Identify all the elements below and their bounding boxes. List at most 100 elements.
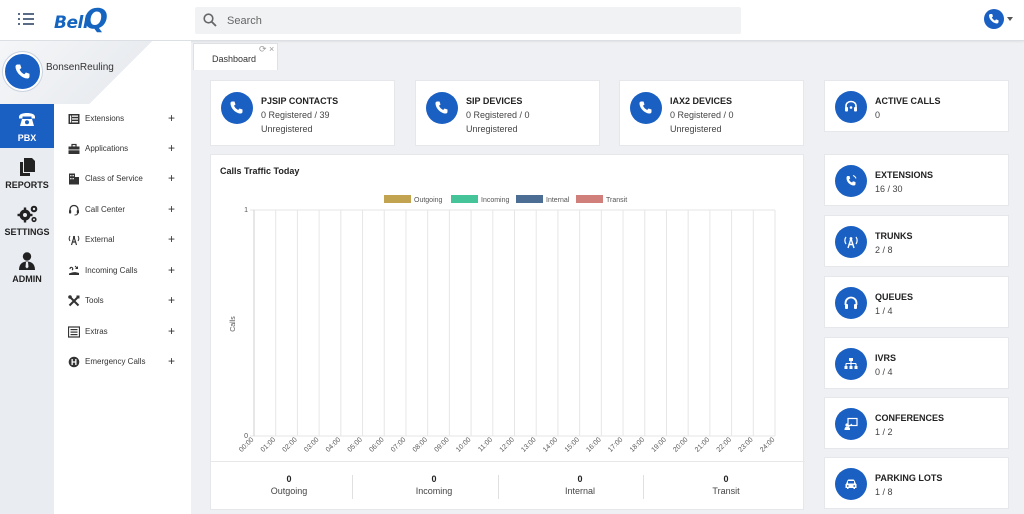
menu-item-label: External: [85, 235, 115, 244]
table-icon: [68, 114, 80, 124]
close-icon[interactable]: ×: [269, 44, 275, 54]
card-registered: 0 Registered / 0: [670, 110, 734, 120]
menu-toggle-icon[interactable]: [18, 12, 34, 26]
emergency-icon: [68, 356, 80, 368]
rail-item-settings[interactable]: SETTINGS: [0, 198, 54, 242]
legend-item-incoming[interactable]: Incoming: [451, 195, 510, 204]
card-title: IVRS: [875, 353, 897, 363]
legend-item-internal[interactable]: Internal: [516, 195, 570, 204]
card-title: PARKING LOTS: [875, 473, 943, 483]
card-registered: 0 Registered / 39: [261, 110, 330, 120]
card-conferences[interactable]: CONFERENCES 1 / 2: [824, 397, 1009, 449]
menu-item-label: Incoming Calls: [85, 266, 138, 275]
expand-plus-icon[interactable]: +: [168, 111, 176, 125]
card-title: TRUNKS: [875, 231, 913, 241]
card-title: QUEUES: [875, 292, 914, 302]
x-tick-label: 18:00: [629, 436, 646, 453]
menu-item-extras[interactable]: Extras +: [54, 317, 191, 347]
legend-label: Outgoing: [414, 197, 443, 204]
expand-plus-icon[interactable]: +: [168, 354, 176, 368]
calls-traffic-card: Calls Traffic Today Outgoing Incoming Inte…: [210, 154, 805, 510]
card-ivrs[interactable]: IVRS 0 / 4: [824, 337, 1009, 389]
y-tick-label: 1: [244, 207, 248, 214]
card-value: 2 / 8: [875, 245, 893, 255]
menu-item-extensions[interactable]: Extensions +: [54, 104, 191, 134]
total-label: Outgoing: [270, 486, 308, 496]
legend-item-outgoing[interactable]: Outgoing: [384, 195, 443, 204]
documents-icon: [20, 158, 35, 176]
legend-swatch: [384, 195, 411, 203]
x-tick-label: 20:00: [672, 436, 689, 453]
menu-item-label: Applications: [85, 144, 129, 153]
phone-icon: [630, 92, 662, 124]
menu-item-incoming-calls[interactable]: Incoming Calls +: [54, 256, 191, 286]
menu-item-class-of-service[interactable]: Class of Service +: [54, 164, 191, 194]
card-extensions[interactable]: EXTENSIONS 16 / 30: [824, 154, 1009, 206]
card-value: 1 / 4: [875, 306, 893, 316]
x-tick-label: 07:00: [390, 436, 407, 453]
expand-plus-icon[interactable]: +: [168, 263, 176, 277]
sitemap-icon: [835, 348, 867, 380]
antenna-icon: [835, 226, 867, 258]
pbx-menu: Extensions + Applications + Class of Ser…: [54, 104, 191, 514]
search-box[interactable]: [195, 7, 741, 34]
legend-label: Transit: [606, 197, 627, 204]
card-unregistered: Unregistered: [261, 124, 313, 134]
card-sip-devices[interactable]: SIP DEVICES 0 Registered / 0 Unregistere…: [415, 80, 600, 146]
rail-item-pbx[interactable]: PBX: [0, 104, 54, 148]
x-tick-label: 08:00: [412, 436, 429, 453]
tab-bar: Dashboard ⟳ ×: [191, 41, 1024, 71]
avatar[interactable]: [3, 52, 42, 91]
menu-item-tools[interactable]: Tools +: [54, 286, 191, 316]
search-input[interactable]: [227, 7, 727, 34]
headphones-icon: [835, 287, 867, 319]
menu-item-applications[interactable]: Applications +: [54, 134, 191, 164]
phone-icon: [221, 92, 253, 124]
rail-label: SETTINGS: [4, 227, 50, 237]
menu-item-external[interactable]: External +: [54, 225, 191, 255]
total-outgoing: 0 Outgoing: [219, 474, 359, 496]
total-value: 0: [431, 474, 437, 484]
card-iax2-devices[interactable]: IAX2 DEVICES 0 Registered / 0 Unregister…: [619, 80, 804, 146]
x-tick-label: 13:00: [520, 436, 537, 453]
menu-item-label: Extras: [85, 327, 108, 336]
rail-item-admin[interactable]: ADMIN: [0, 245, 54, 289]
x-tick-label: 11:00: [477, 436, 494, 453]
expand-plus-icon[interactable]: +: [168, 324, 176, 338]
headset-icon: [835, 91, 867, 123]
expand-plus-icon[interactable]: +: [168, 171, 176, 185]
card-active-calls[interactable]: ACTIVE CALLS 0: [824, 80, 1009, 132]
user-menu-phone-icon[interactable]: [984, 9, 1004, 29]
expand-plus-icon[interactable]: +: [168, 141, 176, 155]
chart-title: Calls Traffic Today: [220, 166, 300, 176]
total-value: 0: [723, 474, 729, 484]
list-icon: [68, 326, 80, 338]
legend-item-transit[interactable]: Transit: [576, 195, 627, 204]
card-parking-lots[interactable]: PARKING LOTS 1 / 8: [824, 457, 1009, 509]
menu-item-call-center[interactable]: Call Center +: [54, 195, 191, 225]
phone-icon: [426, 92, 458, 124]
card-pjsip-contacts[interactable]: PJSIP CONTACTS 0 Registered / 39 Unregis…: [210, 80, 395, 146]
rail-item-reports[interactable]: REPORTS: [0, 151, 54, 195]
chevron-down-icon[interactable]: [1007, 17, 1013, 21]
logo[interactable]: Bell Q: [54, 5, 124, 37]
expand-plus-icon[interactable]: +: [168, 202, 176, 216]
card-value: 0: [875, 110, 881, 120]
x-tick-label: 19:00: [651, 436, 668, 453]
tab-dashboard[interactable]: Dashboard ⟳ ×: [193, 43, 278, 71]
refresh-icon[interactable]: ⟳: [259, 44, 267, 54]
expand-plus-icon[interactable]: +: [168, 293, 176, 307]
card-trunks[interactable]: TRUNKS 2 / 8: [824, 215, 1009, 267]
incoming-call-icon: [69, 265, 79, 275]
headset-icon: [69, 204, 79, 216]
menu-item-emergency-calls[interactable]: Emergency Calls +: [54, 347, 191, 377]
building-icon: [69, 173, 79, 185]
expand-plus-icon[interactable]: +: [168, 232, 176, 246]
tools-icon: [68, 295, 80, 307]
card-queues[interactable]: QUEUES 1 / 4: [824, 276, 1009, 328]
total-transit: 0 Transit: [656, 474, 796, 496]
legend-label: Internal: [546, 197, 570, 204]
menu-item-label: Class of Service: [85, 174, 143, 183]
search-icon: [203, 13, 217, 27]
card-unregistered: Unregistered: [670, 124, 722, 134]
